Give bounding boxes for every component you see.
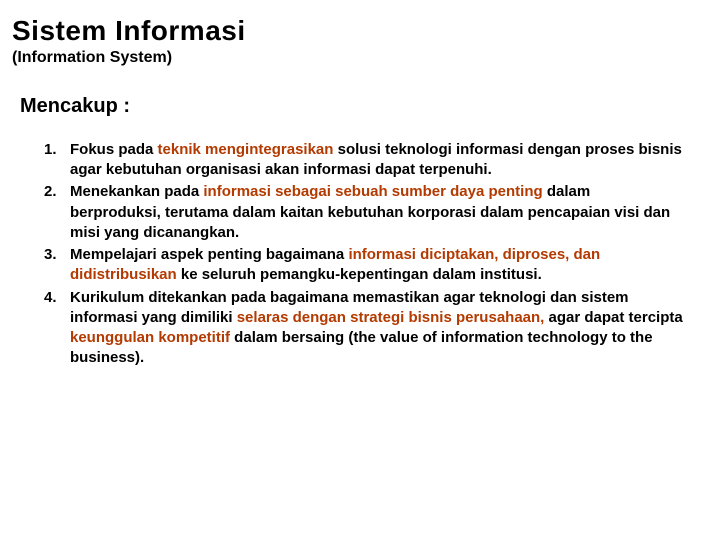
text-plain: Menekankan pada <box>70 183 203 200</box>
slide-subtitle: (Information System) <box>12 49 708 67</box>
content-list: 1. Fokus pada teknik mengintegrasikan so… <box>44 140 684 369</box>
list-item: 1. Fokus pada teknik mengintegrasikan so… <box>44 140 684 181</box>
list-number: 4. <box>44 288 70 308</box>
list-body: Fokus pada teknik mengintegrasikan solus… <box>70 140 684 181</box>
section-heading: Mencakup : <box>20 95 708 118</box>
list-number: 1. <box>44 140 70 160</box>
text-highlight: informasi sebagai sebuah sumber daya pen… <box>203 183 542 200</box>
slide-title: Sistem Informasi <box>12 16 708 47</box>
text-highlight: teknik mengintegrasikan <box>158 141 334 158</box>
text-highlight: keunggulan kompetitif <box>70 329 230 346</box>
list-body: Mempelajari aspek penting bagaimana info… <box>70 245 684 286</box>
list-number: 3. <box>44 245 70 265</box>
text-plain: Mempelajari aspek penting bagaimana <box>70 246 348 263</box>
text-plain: Fokus pada <box>70 141 158 158</box>
list-item: 2. Menekankan pada informasi sebagai seb… <box>44 182 684 243</box>
list-body: Menekankan pada informasi sebagai sebuah… <box>70 182 684 243</box>
text-highlight: selaras dengan strategi bisnis perusahaa… <box>237 309 545 326</box>
list-number: 2. <box>44 182 70 202</box>
list-item: 4. Kurikulum ditekankan pada bagaimana m… <box>44 288 684 369</box>
list-body: Kurikulum ditekankan pada bagaimana mema… <box>70 288 684 369</box>
text-plain: ke seluruh pemangku-kepentingan dalam in… <box>177 266 542 283</box>
list-item: 3. Mempelajari aspek penting bagaimana i… <box>44 245 684 286</box>
text-plain: agar dapat tercipta <box>544 309 682 326</box>
